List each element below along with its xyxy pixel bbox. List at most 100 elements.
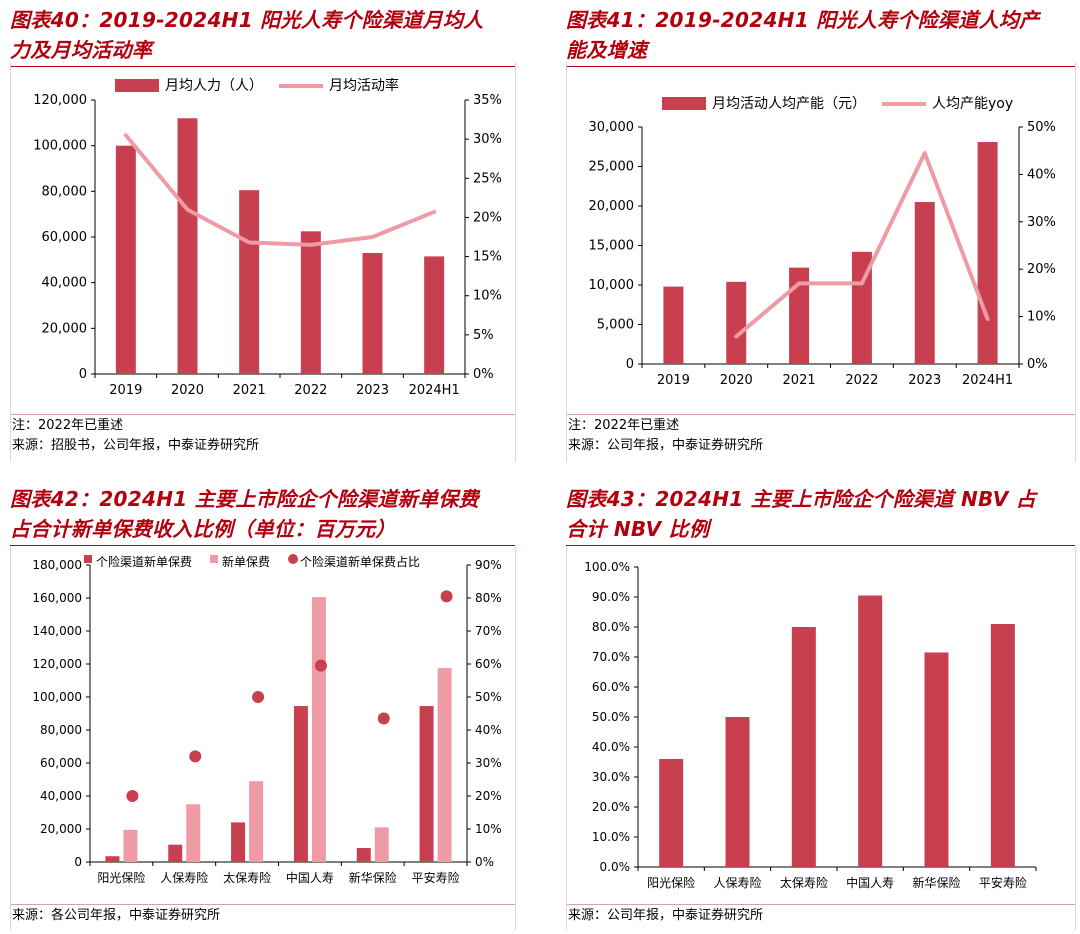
c41-y-tick-label-left: 25,000 [589,160,635,175]
c42-y-tick-label-right: 80% [475,591,502,605]
chart-42-title-line2: 占合计新单保费收入比例（单位：百万元） [10,517,396,541]
c43-y-tick-label-left: 70.0% [592,650,630,664]
chart-42-source: 来源：各公司年报，中泰证券研究所 [12,908,221,923]
column-divider-left-bottom [10,546,11,930]
c40-x-tick-label: 2019 [109,383,142,398]
c42-legend-swatch [210,555,219,563]
c41-x-tick-label: 2022 [845,373,878,388]
c42-bar-2 [311,597,326,862]
c41-bar-1 [663,286,684,364]
chart-42-title-rule [10,545,515,546]
c41-x-tick-label: 2023 [908,373,941,388]
c43-x-tick-label: 中国人寿 [846,875,894,890]
c40-x-tick-label: 2020 [171,383,204,398]
c41-y-tick-label-right: 30% [1027,215,1056,230]
c42-x-tick-label: 新华保险 [349,870,397,885]
chart-43-title: 图表43：2024H1 主要上市险企个险渠道 NBV 占 合计 NBV 比例 [566,484,1075,544]
c43-bar-1 [725,717,750,867]
c41-legend-label: 人均产能yoy [932,96,1013,112]
c40-y-tick-label-left: 80,000 [42,184,88,199]
c40-legend-label: 月均活动率 [329,77,399,94]
c40-legend: 月均人力（人） 月均活动率 [115,77,399,94]
c40-legend-swatch [115,79,159,92]
c40-y-tick-label-right: 0% [473,367,494,382]
c43-y-tick-label-left: 10.0% [592,830,630,844]
c42-bar-2 [437,668,452,862]
c42-y-tick-label-left: 60,000 [40,756,82,770]
c40-x-tick-label: 2022 [294,383,327,398]
column-divider-mid-top [515,62,516,462]
c41-y-tick-label-right: 20% [1027,262,1056,277]
chart-43-title-line1: 图表43：2024H1 主要上市险企个险渠道 NBV 占 [566,487,1037,511]
c41-legend-label: 月均活动人均产能（元） [712,96,866,112]
chart-41-foot-rule [566,414,1075,415]
c43-x-tick-label: 人保寿险 [713,875,761,890]
chart-43-foot-rule [566,904,1075,905]
c43-y-tick-label-left: 100.0% [584,560,630,574]
chart-43-title-rule [566,545,1075,546]
chart-42-panel: 图表42：2024H1 主要上市险企个险渠道新单保费 占合计新单保费收入比例（单… [10,484,515,930]
c41-bar-1 [789,267,810,364]
c42-bar-1 [105,856,120,862]
c41-x-tick-label: 2024H1 [962,373,1013,388]
c42-y-tick-label-right: 70% [475,624,502,638]
c41-y-tick-label-right: 50% [1027,120,1056,135]
c40-y-tick-label-right: 25% [473,171,502,186]
c40-bar-1 [424,256,445,374]
c42-y-tick-label-right: 10% [475,822,502,836]
c42-x-tick-label: 中国人寿 [286,870,334,885]
c43-y-tick-label-left: 50.0% [592,710,630,724]
c41-y-tick-label-left: 5,000 [597,318,634,333]
column-divider-left-top [10,62,11,462]
c41-x-tick-label: 2019 [657,373,690,388]
c43-y-tick-label-left: 60.0% [592,680,630,694]
c40-x-tick-label: 2021 [233,383,266,398]
c42-y-tick-label-right: 20% [475,789,502,803]
c42-bar-2 [186,804,201,862]
c43-y-tick-label-left: 90.0% [592,590,630,604]
column-divider-right-bottom [1075,546,1076,930]
c42-y-tick-label-right: 40% [475,723,502,737]
column-divider-right-top [1075,62,1076,462]
c42-y-tick-label-left: 100,000 [32,690,82,704]
c40-y-tick-label-right: 20% [473,210,502,225]
chart-40-note: 注：2022年已重述 [12,418,124,433]
c42-y-tick-label-left: 40,000 [40,789,82,803]
c40-y-tick-label-right: 15% [473,250,502,265]
c40-x-tick-label: 2023 [356,383,389,398]
c42-scatter-point [314,659,327,672]
c43-bar-1 [791,627,816,867]
c42-bar-1 [293,706,308,862]
chart-41-title: 图表41：2019-2024H1 阳光人寿个险渠道人均产 能及增速 [566,5,1075,65]
c42-y-tick-label-left: 20,000 [40,822,82,836]
c42-scatter-point [126,790,139,802]
c42-y-tick-label-left: 80,000 [40,723,82,737]
c41-y-tick-label-right: 40% [1027,167,1056,182]
c42-y-tick-label-left: 140,000 [32,624,82,638]
c43-y-tick-label-left: 0.0% [600,860,631,874]
c40-bar-1 [115,145,136,374]
chart-40-foot-rule [10,414,515,415]
c43-y-tick-label-left: 20.0% [592,800,630,814]
c41-bar-1 [914,202,935,364]
c42-scatter-point [252,691,265,703]
c42-x-tick-label: 阳光保险 [97,870,145,885]
c43-x-tick-label: 新华保险 [912,875,960,890]
chart-41-svg: 0 5,000 10,000 15,000 20,000 25,000 30,000 0% 10… [589,96,1056,388]
c41-bar-1 [851,251,872,364]
c42-x-tick-label: 人保寿险 [160,870,208,885]
chart-40-title-rule [10,66,515,67]
column-divider-mid-bottom [515,546,516,930]
c41-y-tick-label-left: 20,000 [589,199,635,214]
c40-bar-1 [362,252,383,374]
chart-40-source: 来源：招股书，公司年报，中泰证券研究所 [12,438,260,453]
column-divider-mid2-bottom [566,546,567,930]
c43-y-tick-label-left: 30.0% [592,770,630,784]
c41-bar-1 [977,142,998,364]
c41-y-tick-label-right: 10% [1027,310,1056,325]
chart-41-title-rule [566,66,1075,67]
c43-x-tick-label: 太保寿险 [780,875,828,890]
c42-legend-label: 个险渠道新单保费 [96,554,192,569]
c40-bar-1 [177,118,198,374]
c42-bar-1 [231,822,246,862]
